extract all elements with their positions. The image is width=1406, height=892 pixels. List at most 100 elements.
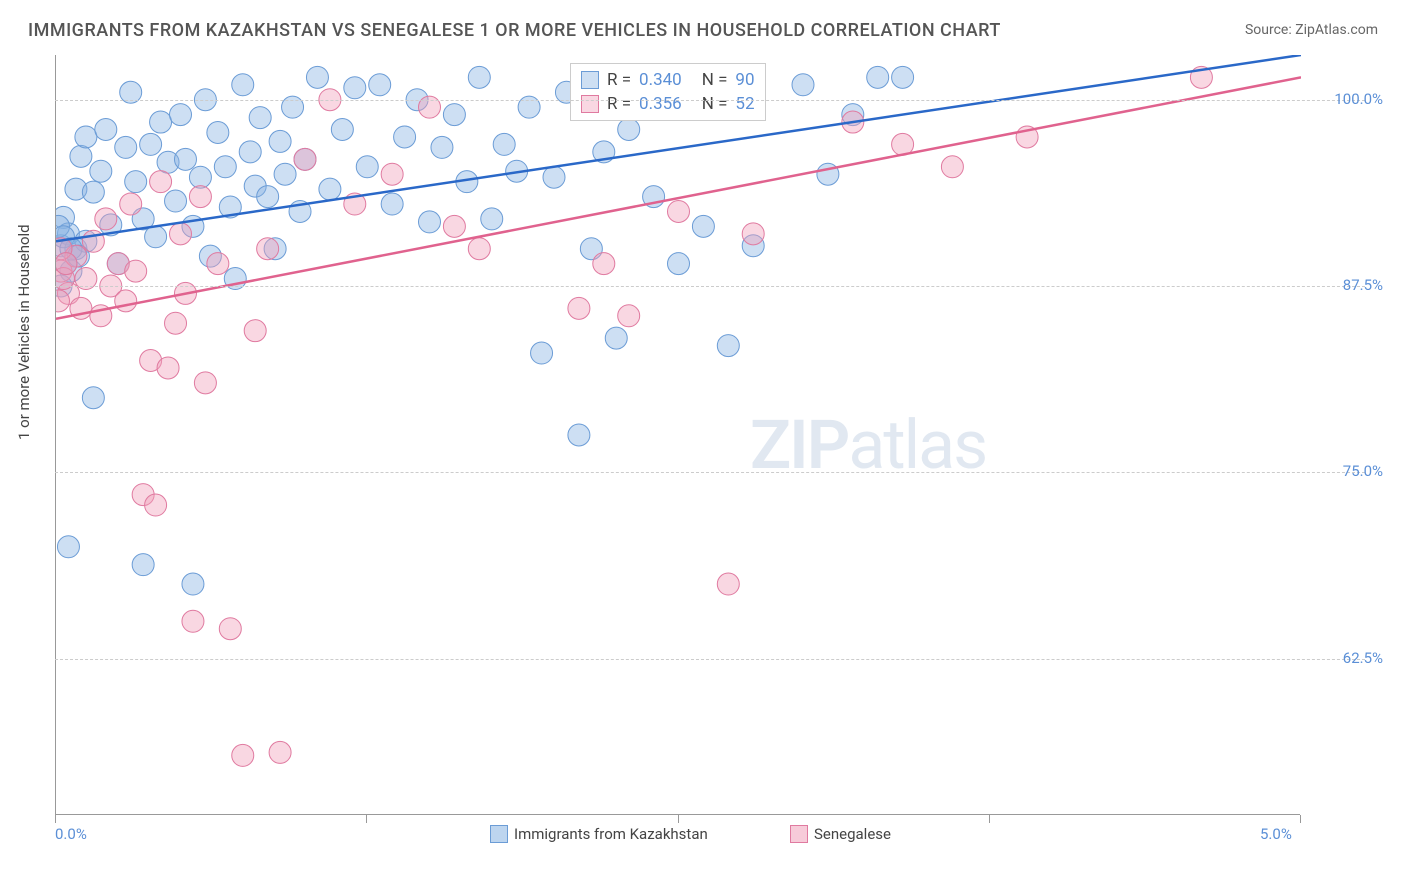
scatter-svg (56, 55, 1301, 815)
scatter-point (431, 136, 453, 158)
scatter-point (568, 297, 590, 319)
scatter-point (170, 223, 192, 245)
scatter-point (249, 107, 271, 129)
legend-label-1: Senegalese (814, 825, 891, 843)
scatter-point (381, 163, 403, 185)
scatter-point (82, 387, 104, 409)
scatter-point (214, 156, 236, 178)
n-label: N = (702, 94, 728, 114)
scatter-point (419, 211, 441, 233)
r-label: R = (607, 70, 631, 90)
scatter-point (82, 181, 104, 203)
scatter-point (239, 141, 261, 163)
xtick-label: 0.0% (55, 825, 87, 843)
scatter-point (257, 238, 279, 260)
scatter-point (356, 156, 378, 178)
y-axis-label: 1 or more Vehicles in Household (15, 224, 33, 440)
scatter-point (145, 226, 167, 248)
scatter-point (319, 178, 341, 200)
legend-swatch-bottom-1 (790, 825, 808, 843)
scatter-point (543, 166, 565, 188)
scatter-point (269, 130, 291, 152)
xtick-mark (989, 815, 990, 823)
scatter-point (75, 126, 97, 148)
scatter-point (189, 166, 211, 188)
scatter-point (792, 74, 814, 96)
scatter-point (531, 342, 553, 364)
scatter-point (150, 111, 172, 133)
legend-swatch-bottom-0 (490, 825, 508, 843)
stat-row-1: R = 0.356 N = 52 (581, 92, 755, 116)
scatter-point (207, 121, 229, 143)
n-value-0: 90 (735, 70, 754, 90)
scatter-point (618, 305, 640, 327)
scatter-point (57, 536, 79, 558)
scatter-point (892, 66, 914, 88)
scatter-point (381, 193, 403, 215)
scatter-point (605, 327, 627, 349)
scatter-point (125, 171, 147, 193)
scatter-point (174, 148, 196, 170)
scatter-point (95, 119, 117, 141)
scatter-point (194, 372, 216, 394)
scatter-point (344, 77, 366, 99)
scatter-point (443, 104, 465, 126)
scatter-point (306, 66, 328, 88)
scatter-point (232, 744, 254, 766)
scatter-point (468, 66, 490, 88)
scatter-point (867, 66, 889, 88)
xtick-mark (366, 815, 367, 823)
scatter-point (692, 215, 714, 237)
stat-row-0: R = 0.340 N = 90 (581, 68, 755, 92)
scatter-point (120, 193, 142, 215)
r-value-1: 0.356 (639, 94, 682, 114)
n-value-1: 52 (735, 94, 754, 114)
scatter-point (115, 136, 137, 158)
scatter-point (219, 618, 241, 640)
xtick-mark (678, 815, 679, 823)
xtick-mark (55, 815, 56, 823)
scatter-point (182, 610, 204, 632)
scatter-point (269, 741, 291, 763)
scatter-point (189, 186, 211, 208)
scatter-point (369, 74, 391, 96)
scatter-point (145, 494, 167, 516)
ytick-label: 100.0% (1334, 90, 1383, 108)
ytick-label: 62.5% (1343, 649, 1383, 667)
scatter-point (742, 223, 764, 245)
scatter-point (90, 160, 112, 182)
scatter-point (717, 573, 739, 595)
scatter-point (157, 357, 179, 379)
scatter-point (140, 133, 162, 155)
gridline (55, 286, 1365, 287)
scatter-point (668, 253, 690, 275)
scatter-point (150, 171, 172, 193)
legend-label-0: Immigrants from Kazakhstan (514, 825, 708, 843)
scatter-point (493, 133, 515, 155)
scatter-point (568, 424, 590, 446)
plot-area (55, 55, 1300, 815)
scatter-point (331, 119, 353, 141)
scatter-point (132, 554, 154, 576)
stat-legend: R = 0.340 N = 90 R = 0.356 N = 52 (570, 63, 766, 121)
bottom-legend-0: Immigrants from Kazakhstan (490, 825, 708, 843)
xtick-mark (1300, 815, 1301, 823)
scatter-point (165, 190, 187, 212)
scatter-point (394, 126, 416, 148)
ytick-label: 87.5% (1343, 276, 1383, 294)
scatter-point (207, 253, 229, 275)
legend-swatch-1 (581, 95, 599, 113)
scatter-point (95, 208, 117, 230)
scatter-point (232, 74, 254, 96)
scatter-point (481, 208, 503, 230)
chart-title: IMMIGRANTS FROM KAZAKHSTAN VS SENEGALESE… (28, 20, 1001, 41)
scatter-point (170, 104, 192, 126)
scatter-point (182, 573, 204, 595)
r-label: R = (607, 94, 631, 114)
scatter-point (593, 253, 615, 275)
scatter-point (125, 260, 147, 282)
bottom-legend-1: Senegalese (790, 825, 891, 843)
scatter-point (941, 156, 963, 178)
scatter-point (274, 163, 296, 185)
gridline (55, 659, 1365, 660)
